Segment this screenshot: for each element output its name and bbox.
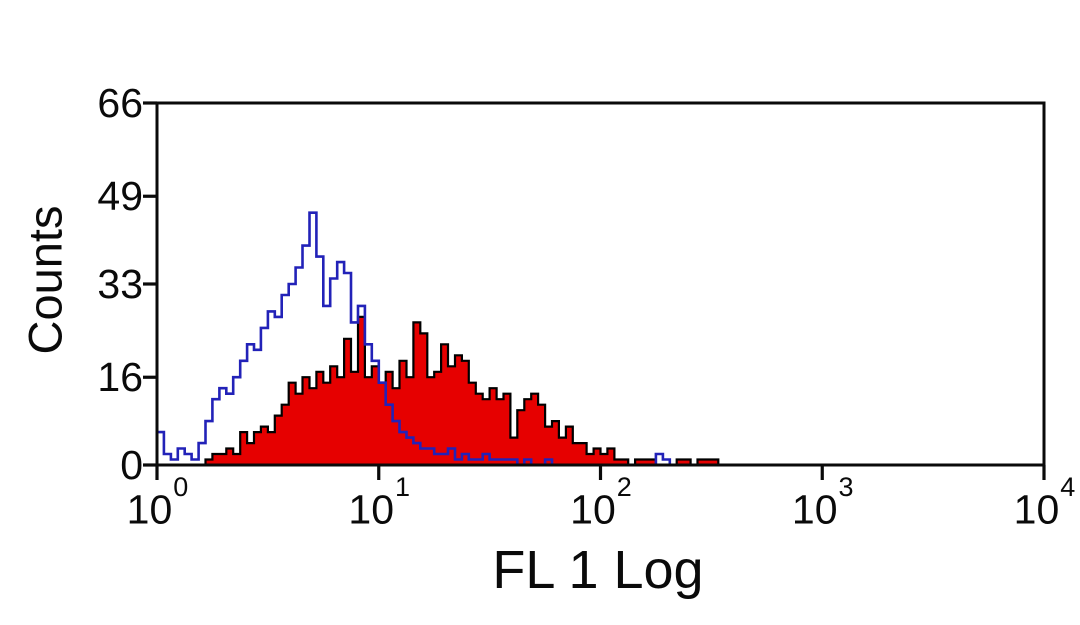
y-tick-label: 0 xyxy=(120,442,143,488)
x-tick-exponent: 4 xyxy=(1060,472,1076,502)
x-tick-exponent: 1 xyxy=(395,472,411,502)
y-tick-label: 33 xyxy=(97,261,143,307)
y-tick-label: 66 xyxy=(97,80,143,126)
x-tick-exponent: 0 xyxy=(173,472,189,502)
x-tick-base: 10 xyxy=(1013,486,1060,533)
x-tick-label: 100 xyxy=(126,474,189,533)
x-tick-label: 101 xyxy=(348,474,410,533)
x-axis-label: FL 1 Log xyxy=(492,540,704,600)
x-tick-label: 103 xyxy=(791,474,854,533)
x-tick-exponent: 3 xyxy=(838,472,854,502)
x-tick-base: 10 xyxy=(791,486,838,533)
x-tick-base: 10 xyxy=(348,486,395,533)
y-tick-label: 49 xyxy=(97,173,143,220)
red-filled-histogram xyxy=(157,315,1044,467)
x-tick-base: 10 xyxy=(126,486,173,533)
x-tick-exponent: 2 xyxy=(616,472,632,502)
x-tick-base: 10 xyxy=(570,486,616,533)
y-tick-label: 16 xyxy=(97,354,143,401)
x-tick-label: 102 xyxy=(570,474,632,533)
x-tick-label: 104 xyxy=(1013,474,1076,533)
